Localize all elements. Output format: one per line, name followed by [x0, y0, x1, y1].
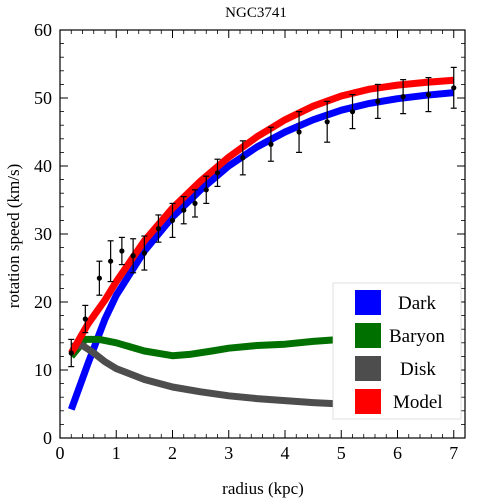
observation-point — [400, 79, 407, 115]
data-point — [349, 109, 356, 115]
data-point — [130, 253, 136, 259]
observation-point — [130, 238, 137, 274]
legend-box — [332, 282, 462, 420]
observation-point — [169, 202, 176, 238]
data-point — [268, 141, 274, 147]
x-tick-label: 4 — [281, 443, 290, 463]
observation-point — [450, 66, 457, 109]
observation-point — [180, 196, 187, 225]
observation-point — [192, 189, 198, 218]
observation-point — [107, 240, 114, 283]
data-point — [155, 225, 162, 232]
legend-item-baryon: Baryon — [355, 323, 445, 348]
chart-title: NGC3741 — [225, 5, 287, 21]
observation-point — [82, 304, 89, 334]
legend-swatch-baryon — [355, 323, 381, 348]
data-point — [400, 94, 406, 100]
data-point — [169, 217, 176, 223]
data-point — [192, 200, 198, 206]
x-tick-label: 2 — [168, 443, 177, 463]
x-tick-label: 1 — [112, 443, 121, 463]
data-point — [181, 207, 187, 213]
data-point — [451, 85, 457, 91]
x-tick-label: 7 — [449, 443, 458, 463]
x-axis-label: radius (kpc) — [222, 479, 304, 498]
legend-item-dark: Dark — [355, 290, 436, 315]
x-tick-label: 6 — [393, 443, 402, 463]
observation-point — [267, 126, 274, 162]
observation-point — [374, 83, 381, 120]
data-point — [324, 119, 330, 125]
observation-point — [239, 140, 246, 176]
observation-point — [155, 214, 162, 243]
y-axis-label: rotation speed (km/s) — [4, 164, 23, 308]
data-point — [203, 187, 209, 193]
data-point — [96, 275, 102, 281]
data-point — [240, 155, 246, 161]
observation-point — [349, 93, 356, 130]
x-tick-label: 3 — [224, 443, 233, 463]
legend-item-model: Model — [355, 389, 443, 414]
legend-swatch-dark — [355, 290, 381, 315]
data-point — [82, 316, 88, 322]
y-tick-label: 40 — [34, 156, 52, 176]
y-tick-label: 10 — [34, 360, 52, 380]
legend: Dark Baryon Disk Model — [332, 282, 462, 420]
legend-swatch-disk — [355, 356, 381, 381]
legend-swatch-model — [355, 389, 381, 414]
observation-point — [141, 235, 148, 271]
data-point — [141, 250, 147, 256]
data-point — [296, 129, 302, 135]
x-tick-label: 5 — [337, 443, 346, 463]
observation-point — [68, 338, 75, 368]
legend-label-dark: Dark — [398, 293, 436, 314]
observation-point — [203, 175, 210, 204]
data-point — [375, 98, 381, 104]
data-point — [119, 248, 125, 254]
legend-item-disk: Disk — [355, 356, 436, 381]
y-tick-label: 20 — [34, 292, 52, 312]
observation-point — [214, 158, 221, 187]
observation-point — [425, 76, 432, 113]
x-tick-label: 0 — [56, 443, 65, 463]
legend-label-baryon: Baryon — [389, 326, 445, 347]
data-point — [68, 350, 74, 356]
legend-label-disk: Disk — [400, 359, 436, 380]
y-tick-label: 50 — [34, 88, 52, 108]
legend-label-model: Model — [393, 392, 443, 413]
y-tick-labels: 0 10 20 30 40 50 60 — [34, 20, 52, 448]
data-point — [425, 92, 432, 98]
observation-point — [296, 110, 303, 153]
y-tick-label: 0 — [43, 428, 52, 448]
x-tick-labels: 0 1 2 3 4 5 6 7 — [56, 443, 459, 463]
observation-point — [96, 260, 103, 296]
data-point — [214, 170, 221, 176]
data-point — [108, 258, 114, 264]
y-tick-label: 30 — [34, 224, 52, 244]
observation-point — [324, 100, 331, 143]
observation-point — [118, 236, 125, 266]
observations — [68, 66, 457, 368]
y-tick-label: 60 — [34, 20, 52, 40]
